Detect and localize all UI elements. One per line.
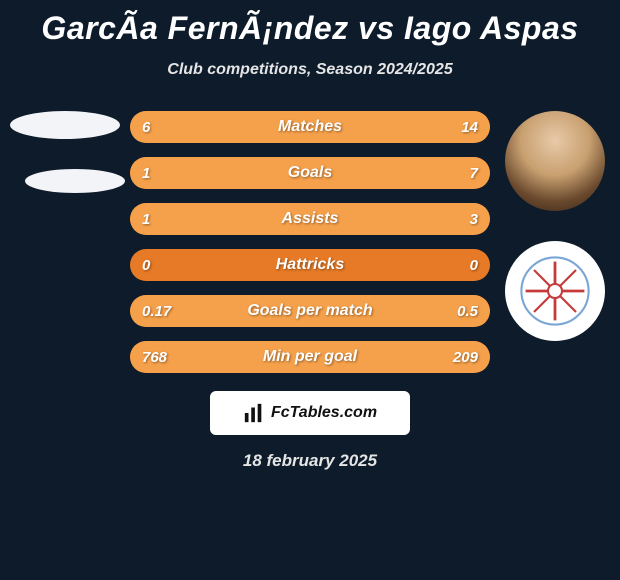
page-title: GarcÃa FernÃ¡ndez vs Iago Aspas (0, 0, 620, 47)
stat-value-left: 0 (142, 257, 150, 274)
stat-row: 768 Min per goal 209 (130, 341, 490, 373)
stat-value-left: 6 (142, 119, 150, 136)
club-crest-icon (520, 256, 590, 326)
stat-fill-left (130, 157, 173, 189)
page-subtitle: Club competitions, Season 2024/2025 (0, 61, 620, 79)
right-player-avatar (505, 111, 605, 211)
stat-row: 0.17 Goals per match 0.5 (130, 295, 490, 327)
left-player-avatar-placeholder (10, 111, 120, 139)
stat-row: 1 Goals 7 (130, 157, 490, 189)
stat-value-left: 1 (142, 165, 150, 182)
left-club-crest-placeholder (25, 169, 125, 193)
stat-value-right: 0.5 (457, 303, 478, 320)
stat-value-right: 209 (453, 349, 478, 366)
stat-value-right: 0 (470, 257, 478, 274)
left-player-column (0, 111, 130, 193)
comparison-content: 6 Matches 14 1 Goals 7 1 Assists 3 0 Hattricks 0 0.1… (0, 111, 620, 373)
stat-value-right: 7 (470, 165, 478, 182)
stat-value-left: 1 (142, 211, 150, 228)
stat-value-right: 3 (470, 211, 478, 228)
stat-label: Hattricks (276, 256, 344, 274)
stat-value-left: 0.17 (142, 303, 171, 320)
stat-value-left: 768 (142, 349, 167, 366)
snapshot-date: 18 february 2025 (0, 451, 620, 471)
right-player-column (490, 111, 620, 341)
stat-label: Matches (278, 118, 342, 136)
source-badge-text: FcTables.com (271, 404, 377, 422)
stat-fill-right (238, 111, 490, 143)
stat-label: Assists (282, 210, 339, 228)
stats-container: 6 Matches 14 1 Goals 7 1 Assists 3 0 Hattricks 0 0.1… (130, 111, 490, 373)
stat-label: Goals per match (247, 302, 372, 320)
stat-row: 1 Assists 3 (130, 203, 490, 235)
stat-row: 6 Matches 14 (130, 111, 490, 143)
bar-chart-icon (243, 402, 265, 424)
stat-value-right: 14 (461, 119, 478, 136)
right-club-crest (505, 241, 605, 341)
stat-label: Goals (288, 164, 332, 182)
stat-row: 0 Hattricks 0 (130, 249, 490, 281)
source-badge: FcTables.com (210, 391, 410, 435)
stat-fill-right (220, 203, 490, 235)
stat-label: Min per goal (263, 348, 357, 366)
